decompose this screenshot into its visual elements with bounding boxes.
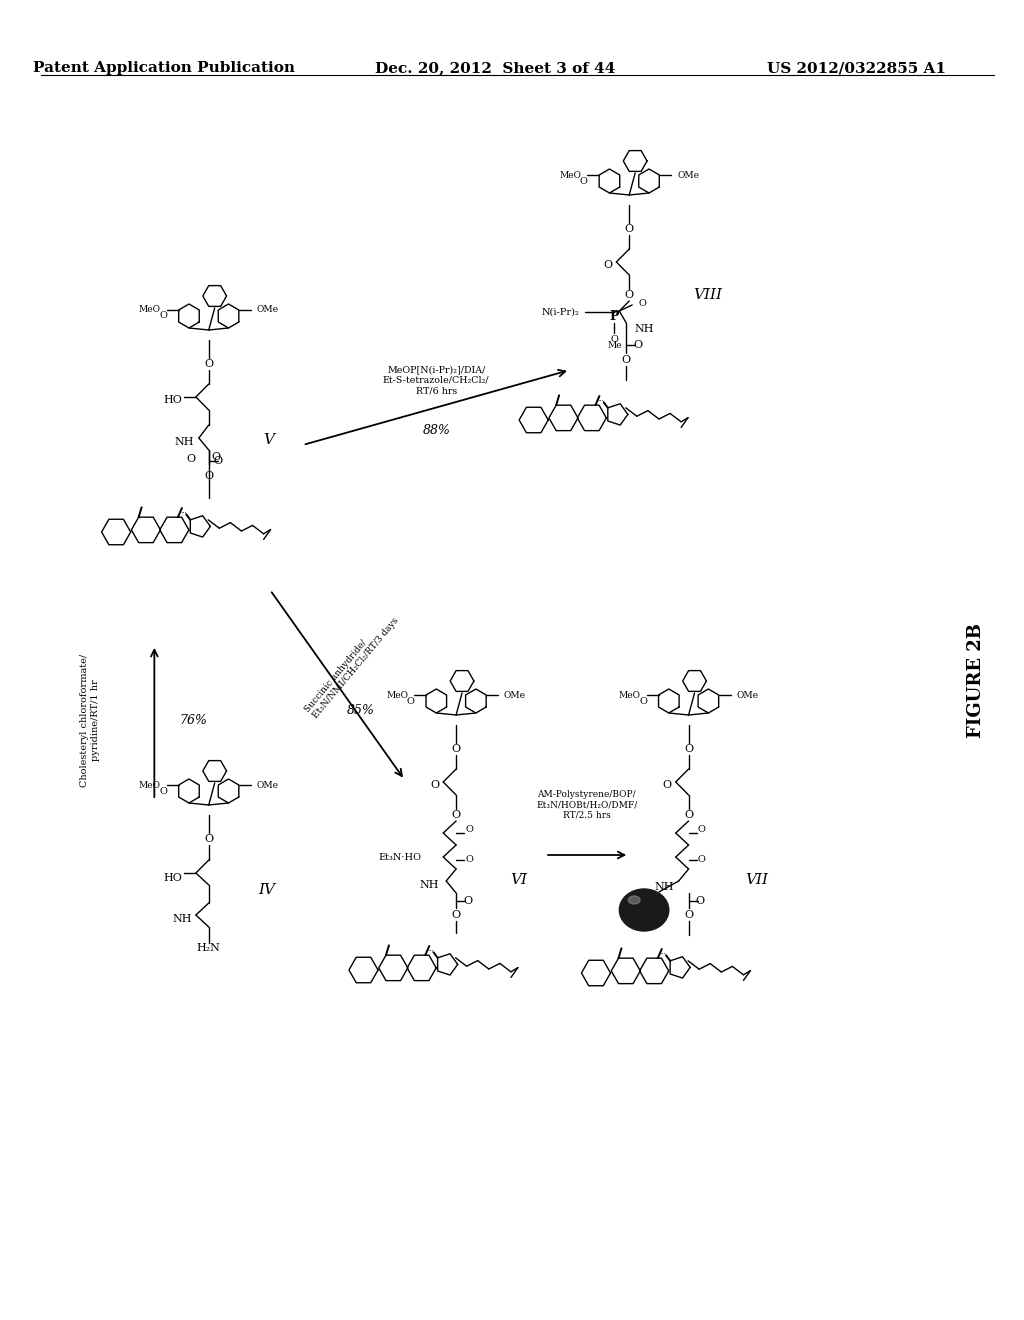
- Text: OMe: OMe: [257, 780, 279, 789]
- Text: MeO: MeO: [139, 780, 161, 789]
- Text: VII: VII: [745, 873, 768, 887]
- Text: Cholesteryl chloroformate/
pyridine/RT/1 hr: Cholesteryl chloroformate/ pyridine/RT/1…: [80, 653, 99, 787]
- Text: O: O: [204, 359, 213, 370]
- Text: O: O: [430, 780, 439, 789]
- Text: HO: HO: [163, 873, 182, 883]
- Text: O: O: [465, 855, 473, 865]
- Text: O: O: [603, 260, 612, 271]
- Text: N(i-Pr)₂: N(i-Pr)₂: [542, 308, 580, 317]
- Text: ...: ...: [659, 948, 667, 957]
- Text: ...: ...: [427, 945, 434, 953]
- Text: NH: NH: [654, 882, 674, 892]
- Text: NH: NH: [172, 913, 191, 924]
- Text: O: O: [638, 298, 646, 308]
- Text: MeO: MeO: [139, 305, 161, 314]
- Text: V: V: [263, 433, 274, 447]
- Text: US 2012/0322855 A1: US 2012/0322855 A1: [767, 61, 946, 75]
- Text: O: O: [639, 697, 647, 705]
- Text: FIGURE 2B: FIGURE 2B: [967, 623, 984, 738]
- Text: 85%: 85%: [347, 704, 375, 717]
- Text: Me: Me: [607, 342, 622, 351]
- Text: O: O: [407, 697, 415, 705]
- Text: O: O: [160, 312, 167, 321]
- Text: O: O: [204, 471, 213, 480]
- Text: OMe: OMe: [257, 305, 279, 314]
- Ellipse shape: [620, 888, 669, 931]
- Text: Dec. 20, 2012  Sheet 3 of 44: Dec. 20, 2012 Sheet 3 of 44: [376, 61, 615, 75]
- Text: P: P: [609, 310, 620, 323]
- Text: O: O: [580, 177, 588, 186]
- Text: O: O: [684, 810, 693, 820]
- Text: H₂N: H₂N: [197, 942, 221, 953]
- Text: NH: NH: [174, 437, 194, 447]
- Text: MeO: MeO: [559, 170, 582, 180]
- Text: O: O: [663, 780, 672, 789]
- Text: O: O: [610, 334, 618, 343]
- Text: AM-Polystyrene/BOP/
Et₃N/HOBt/H₂O/DMF/
RT/2.5 hrs: AM-Polystyrene/BOP/ Et₃N/HOBt/H₂O/DMF/ R…: [537, 791, 637, 820]
- Text: O: O: [160, 787, 167, 796]
- Text: O: O: [204, 834, 213, 843]
- Text: O: O: [186, 454, 196, 465]
- Text: O: O: [212, 451, 221, 462]
- Text: NH: NH: [420, 880, 439, 890]
- Text: 76%: 76%: [179, 714, 207, 726]
- Text: ...: ...: [180, 507, 186, 515]
- Text: VI: VI: [511, 873, 527, 887]
- Text: O: O: [695, 896, 705, 906]
- Text: O: O: [684, 744, 693, 754]
- Text: O: O: [633, 341, 642, 350]
- Text: O: O: [625, 224, 634, 234]
- Text: O: O: [214, 455, 223, 466]
- Text: O: O: [697, 855, 706, 865]
- Text: MeO: MeO: [618, 690, 641, 700]
- Text: HO: HO: [163, 395, 182, 405]
- Text: OMe: OMe: [736, 690, 759, 700]
- Text: ...: ...: [598, 396, 604, 404]
- Text: MeO: MeO: [386, 690, 409, 700]
- Text: NH: NH: [634, 323, 653, 334]
- Text: O: O: [452, 744, 461, 754]
- Text: VIII: VIII: [693, 288, 723, 302]
- Text: MeOP[N(i-Pr)₂]/DIA/
Et-S-tetrazole/CH₂Cl₂/
RT/6 hrs: MeOP[N(i-Pr)₂]/DIA/ Et-S-tetrazole/CH₂Cl…: [383, 366, 489, 395]
- Text: O: O: [452, 810, 461, 820]
- Text: O: O: [622, 355, 631, 366]
- Text: OMe: OMe: [504, 690, 526, 700]
- Text: O: O: [697, 825, 706, 834]
- Text: IV: IV: [258, 883, 275, 898]
- Ellipse shape: [629, 896, 640, 904]
- Text: O: O: [625, 290, 634, 300]
- Text: Et₃N·HO: Et₃N·HO: [379, 853, 422, 862]
- Text: Succinic anhydride/
Et₃N/NMI/CH₂Cl₂/RT/3 days: Succinic anhydride/ Et₃N/NMI/CH₂Cl₂/RT/3…: [303, 610, 400, 721]
- Text: OMe: OMe: [677, 170, 699, 180]
- Text: O: O: [465, 825, 473, 834]
- Text: O: O: [684, 909, 693, 920]
- Text: 88%: 88%: [422, 424, 451, 437]
- Text: O: O: [452, 909, 461, 920]
- Text: O: O: [463, 896, 472, 906]
- Text: Patent Application Publication: Patent Application Publication: [33, 61, 295, 75]
